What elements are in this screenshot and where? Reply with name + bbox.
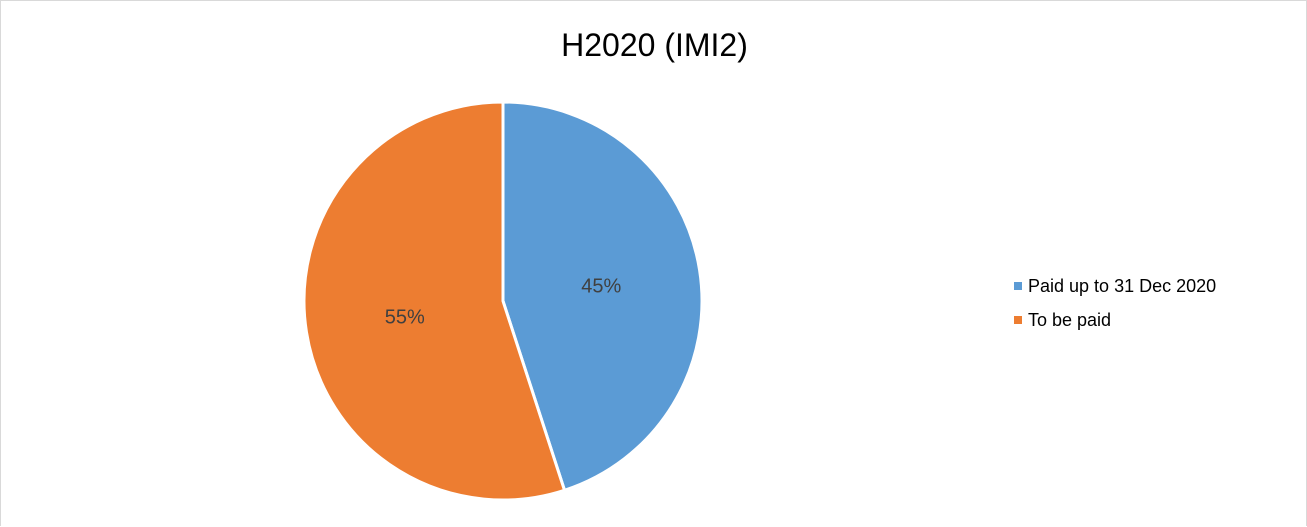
pie-slice-paid — [501, 100, 704, 492]
legend-item-to-be-paid: To be paid — [1014, 303, 1216, 337]
pie-slice-to-be-paid — [302, 100, 566, 502]
chart-title: H2020 (IMI2) — [561, 27, 748, 63]
legend-label-to-be-paid: To be paid — [1028, 309, 1112, 330]
legend-swatch-paid — [1014, 282, 1022, 290]
legend-label-paid: Paid up to 31 Dec 2020 — [1028, 275, 1217, 296]
data-label-paid: 45% — [581, 275, 621, 297]
legend-swatch-to-be-paid — [1014, 316, 1022, 324]
legend: Paid up to 31 Dec 2020 To be paid — [1014, 269, 1216, 337]
legend-item-paid: Paid up to 31 Dec 2020 — [1014, 269, 1216, 303]
data-label-to-be-paid: 55% — [385, 307, 425, 329]
